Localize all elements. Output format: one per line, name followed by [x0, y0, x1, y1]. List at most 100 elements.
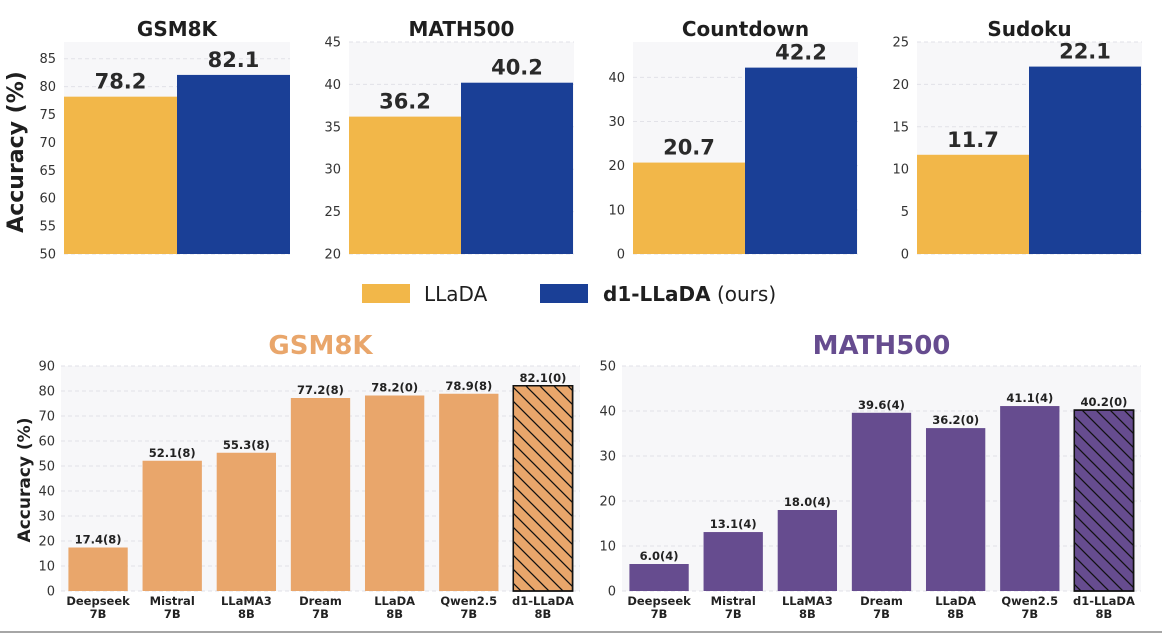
y-tick-label: 10	[38, 560, 55, 575]
bar-dream	[851, 412, 912, 591]
value-label: 18.0(4)	[784, 495, 831, 509]
bar-d1-llada	[461, 82, 573, 254]
y-tick-label: 30	[38, 510, 55, 525]
value-label: 78.9(8)	[445, 379, 492, 393]
value-label: 52.1(8)	[149, 446, 196, 460]
y-tick-label: 50	[39, 248, 56, 263]
y-tick-label: 0	[47, 585, 55, 600]
x-tick-label: Dream	[299, 594, 342, 608]
legend-label-d1-llada-rest: (ours)	[711, 282, 777, 306]
bar-qwen2-5	[439, 393, 499, 591]
bar-hatch-d1-llada	[512, 385, 574, 592]
y-tick-label: 60	[39, 192, 56, 207]
value-label-d1-llada: 82.1	[208, 48, 260, 72]
x-tick-label: Deepseek	[627, 594, 691, 608]
value-label-llada: 11.7	[947, 128, 999, 152]
bar-llada	[917, 154, 1029, 254]
x-tick-label-size: 8B	[947, 607, 964, 621]
x-tick-label-size: 8B	[799, 607, 816, 621]
legend-label-llada: LLaDA	[424, 282, 488, 306]
y-tick-label: 20	[38, 535, 55, 550]
y-tick-label: 40	[324, 78, 341, 93]
y-tick-label: 70	[39, 136, 56, 151]
x-tick-label: Deepseek	[66, 594, 130, 608]
y-tick-label: 50	[38, 460, 55, 475]
y-tick-label: 35	[324, 120, 341, 135]
y-tick-label: 30	[608, 115, 625, 130]
y-tick-label: 10	[892, 163, 909, 178]
y-tick-label: 80	[38, 385, 55, 400]
panel-title: MATH500	[813, 331, 951, 361]
y-tick-label: 50	[599, 360, 616, 375]
value-label-llada: 78.2	[95, 70, 147, 94]
value-label: 82.1(0)	[519, 371, 566, 385]
bar-deepseek	[68, 547, 128, 591]
x-tick-label: Qwen2.5	[440, 594, 497, 608]
y-tick-label: 85	[39, 52, 56, 67]
value-label-llada: 20.7	[663, 136, 715, 160]
x-tick-label: Qwen2.5	[1001, 594, 1058, 608]
y-tick-label: 5	[901, 205, 909, 220]
y-tick-label: 0	[608, 585, 616, 600]
y-tick-label: 0	[617, 248, 625, 263]
x-tick-label: LLaMA3	[782, 594, 833, 608]
bar-dream	[290, 398, 351, 591]
y-tick-label: 30	[599, 450, 616, 465]
panel-bottom-math500: 01020304050MATH5006.0(4)Deepseek7B13.1(4…	[599, 331, 1141, 621]
y-tick-label: 20	[892, 78, 909, 93]
legend-swatch-d1-llada	[540, 284, 588, 303]
value-label: 36.2(0)	[932, 413, 979, 427]
x-tick-label: d1-LLaDA	[512, 594, 574, 608]
value-label: 55.3(8)	[223, 438, 270, 452]
value-label-d1-llada: 40.2	[491, 56, 543, 80]
y-tick-label: 0	[901, 248, 909, 263]
y-tick-label: 45	[324, 36, 341, 51]
y-tick-label: 40	[599, 405, 616, 420]
bar-llada	[633, 162, 745, 254]
panel-top-countdown: 0 10 20 30 40 Countdown 20.7 42.2	[608, 17, 858, 263]
bar-llama3	[216, 452, 277, 591]
x-tick-label: LLaMA3	[221, 594, 272, 608]
x-tick-label-size: 8B	[1096, 607, 1113, 621]
bar-d1-llada	[745, 67, 857, 254]
bar-llada	[364, 395, 425, 591]
x-tick-label: LLaDA	[935, 594, 976, 608]
y-tick-label: 75	[39, 108, 56, 123]
bar-llada	[64, 96, 177, 255]
panel-bottom-gsm8k: 0102030405060708090GSM8K17.4(8)Deepseek7…	[38, 331, 580, 621]
panel-title: MATH500	[409, 17, 515, 41]
bar-d1-llada	[177, 74, 290, 254]
y-tick-label: 90	[38, 360, 55, 375]
y-tick-label: 55	[39, 220, 56, 235]
legend-label-d1-llada-bold: d1-LLaDA	[603, 282, 711, 306]
bar-llada	[349, 116, 461, 255]
legend-label-d1-llada: d1-LLaDA (ours)	[603, 282, 776, 306]
x-tick-label-size: 8B	[386, 607, 403, 621]
bar-llama3	[777, 510, 838, 591]
x-tick-label: LLaDA	[374, 594, 415, 608]
value-label: 39.6(4)	[858, 398, 905, 412]
value-label: 6.0(4)	[640, 549, 679, 563]
x-tick-label-size: 7B	[873, 607, 890, 621]
panel-title: GSM8K	[268, 331, 373, 361]
x-tick-label-size: 7B	[90, 607, 107, 621]
value-label: 13.1(4)	[710, 517, 757, 531]
x-tick-label: Mistral	[150, 594, 195, 608]
bar-qwen2-5	[1000, 406, 1060, 591]
x-tick-label-size: 8B	[238, 607, 255, 621]
panel-title: Countdown	[682, 17, 809, 41]
value-label: 77.2(8)	[297, 383, 344, 397]
bar-d1-llada	[1029, 66, 1141, 254]
x-tick-label-size: 7B	[725, 607, 742, 621]
legend-swatch-llada	[362, 284, 410, 303]
y-tick-label: 30	[324, 163, 341, 178]
y-tick-label: 40	[608, 71, 625, 86]
x-tick-label-size: 7B	[312, 607, 329, 621]
value-label-d1-llada: 42.2	[775, 41, 827, 65]
x-tick-label: Mistral	[711, 594, 756, 608]
y-tick-label: 10	[599, 540, 616, 555]
y-tick-label: 65	[39, 164, 56, 179]
x-tick-label-size: 7B	[1021, 607, 1038, 621]
y-tick-label: 40	[38, 485, 55, 500]
